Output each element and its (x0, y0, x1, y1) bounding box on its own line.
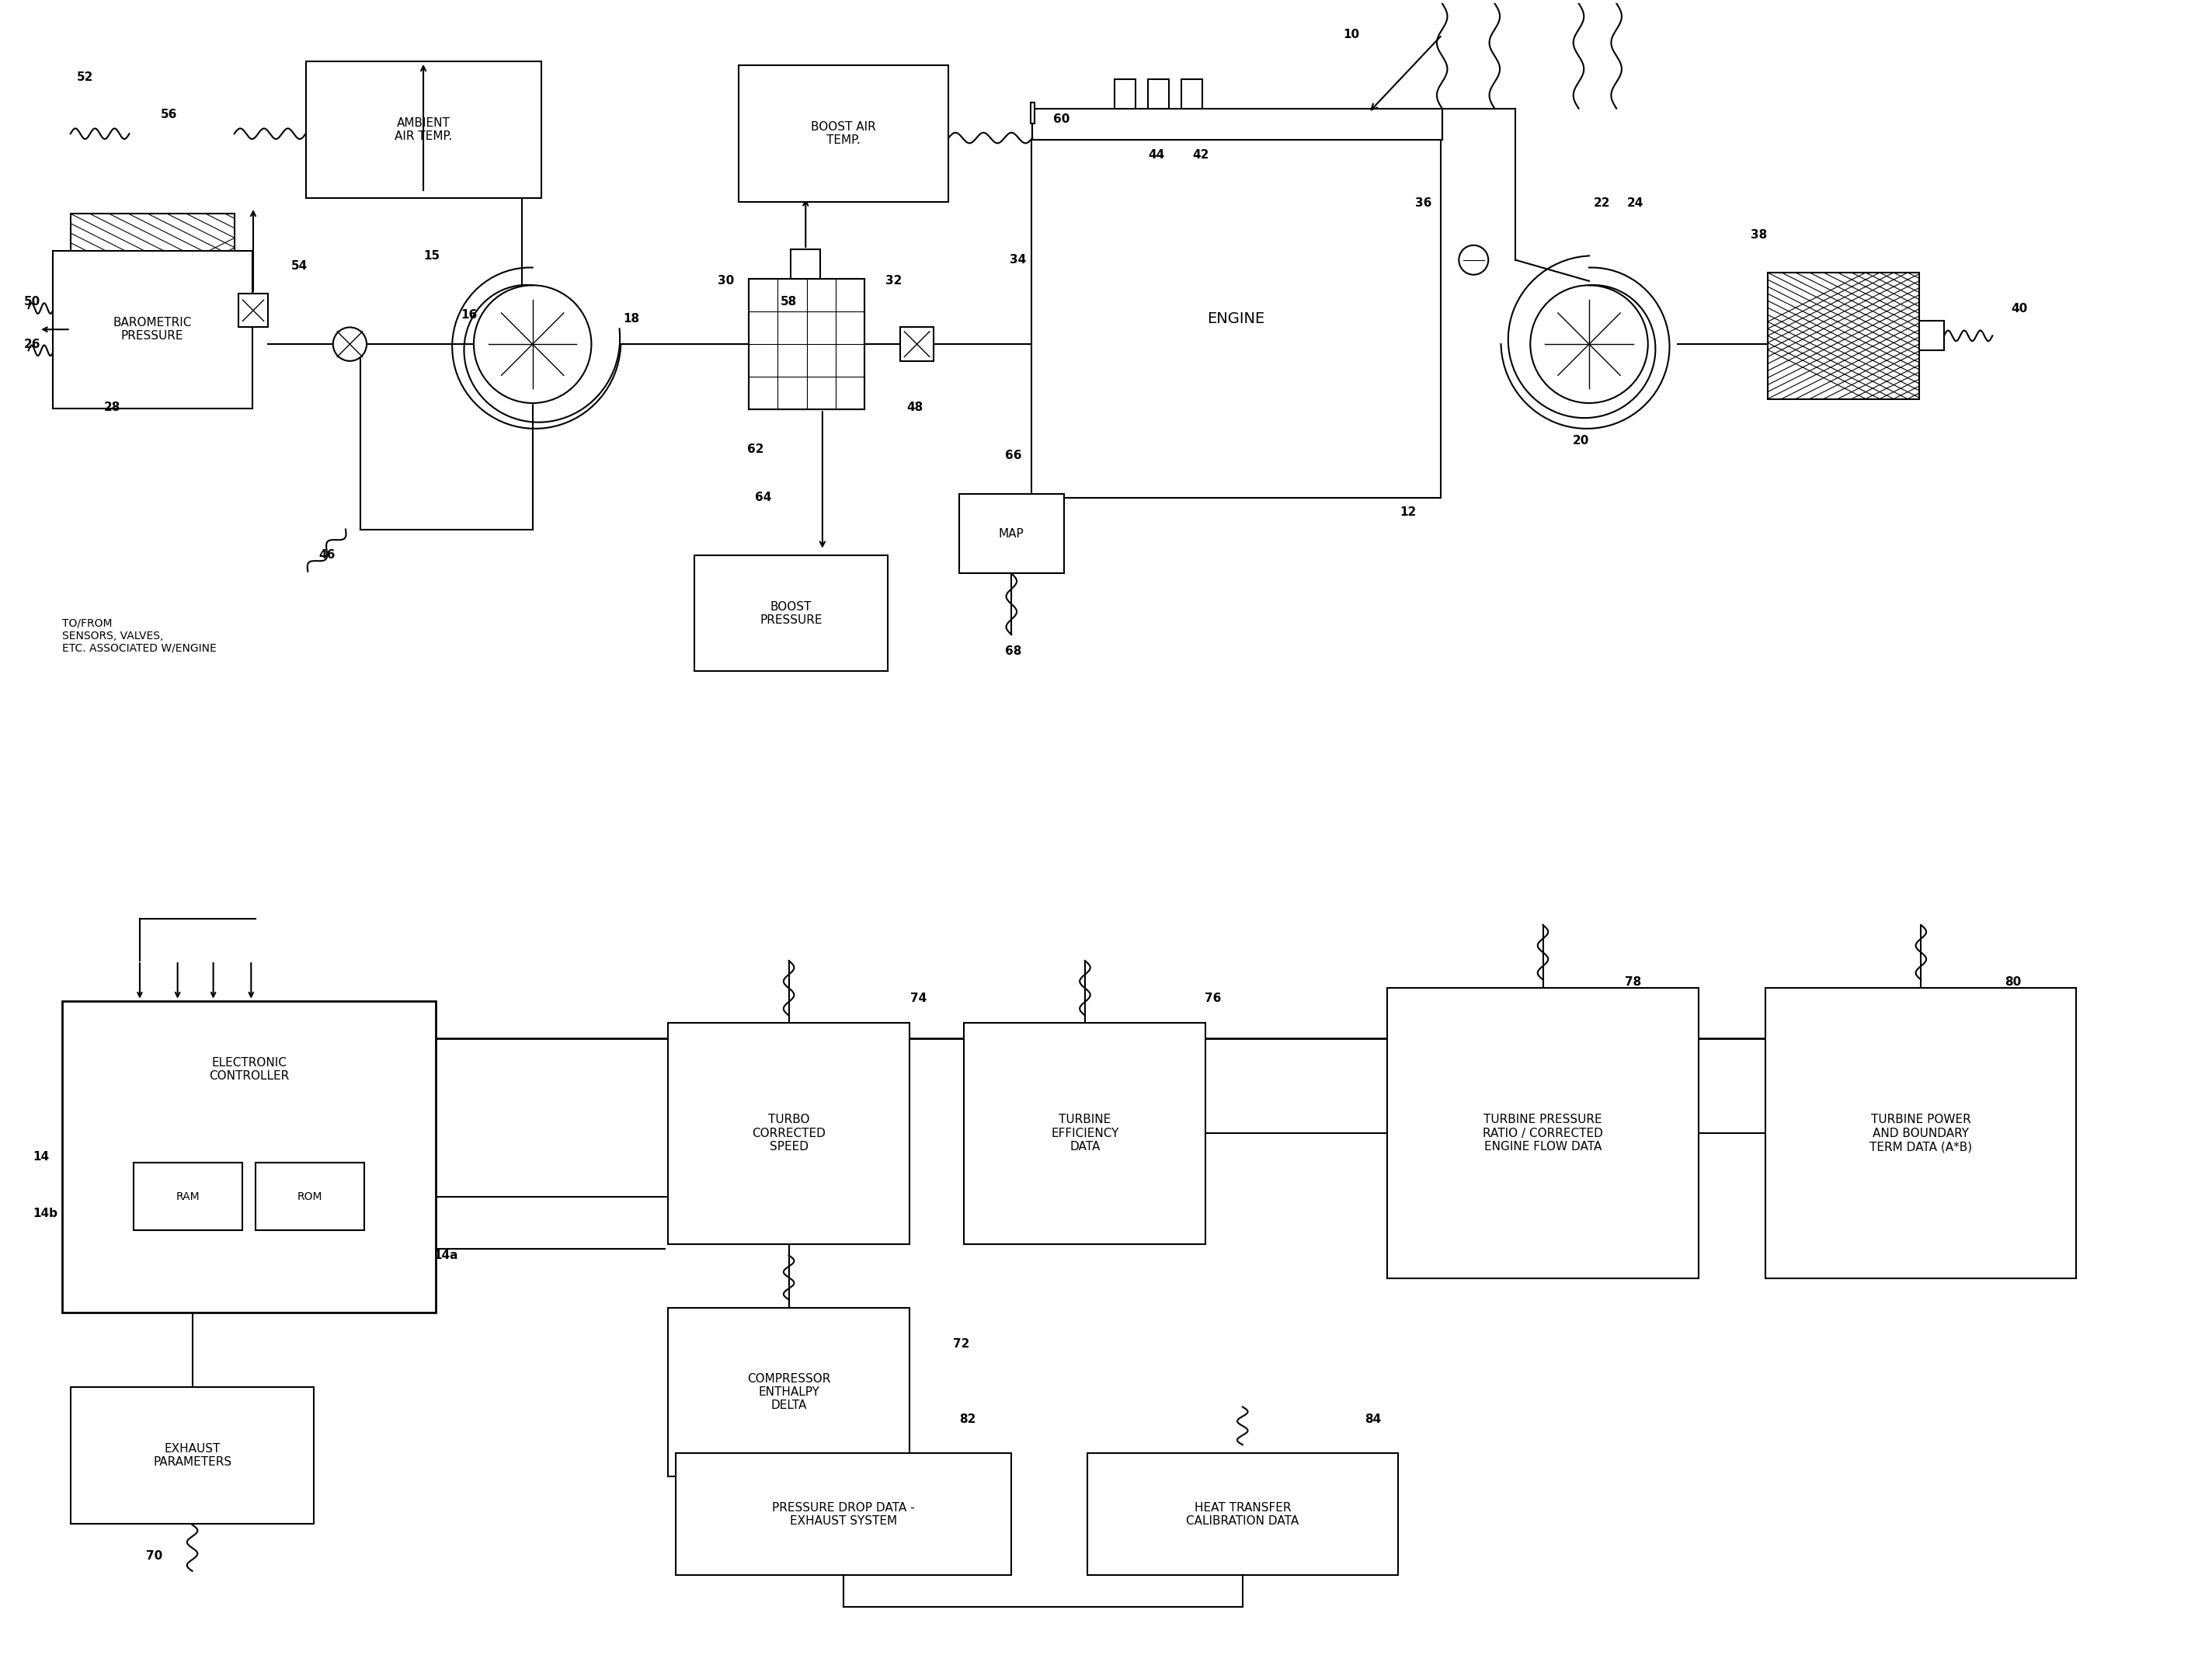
Bar (1181, 78, 1203, 108)
Text: COMPRESSOR
ENTHALPY
DELTA: COMPRESSOR ENTHALPY DELTA (748, 1374, 830, 1412)
Text: 66: 66 (1004, 451, 1022, 462)
Bar (254, 1163, 365, 1230)
Bar (1031, 140, 1440, 497)
Bar (133, 1163, 243, 1230)
Text: HEAT TRANSFER
CALIBRATION DATA: HEAT TRANSFER CALIBRATION DATA (1186, 1502, 1298, 1527)
Text: 10: 10 (1343, 28, 1360, 40)
Bar (675, 1454, 1011, 1576)
Text: BOOST
PRESSURE: BOOST PRESSURE (759, 601, 823, 626)
Bar (239, 294, 268, 327)
Text: 74: 74 (911, 993, 927, 1005)
Text: 12: 12 (1400, 507, 1416, 519)
Bar (1148, 78, 1168, 108)
Text: TURBINE POWER
AND BOUNDARY
TERM DATA (A*B): TURBINE POWER AND BOUNDARY TERM DATA (A*… (1869, 1113, 1973, 1153)
Circle shape (1460, 245, 1489, 275)
Circle shape (334, 327, 367, 361)
Text: 56: 56 (161, 108, 177, 120)
Bar (1387, 988, 1699, 1278)
Text: BOOST AIR
TEMP.: BOOST AIR TEMP. (812, 122, 876, 147)
Text: 26: 26 (24, 339, 42, 350)
Bar (62, 1001, 436, 1312)
Bar (668, 1308, 909, 1477)
Text: TO/FROM
SENSORS, VALVES,
ETC. ASSOCIATED W/ENGINE: TO/FROM SENSORS, VALVES, ETC. ASSOCIATED… (62, 618, 217, 654)
Circle shape (1531, 285, 1648, 404)
Bar (695, 556, 887, 671)
Bar (960, 494, 1064, 574)
Bar (1086, 1454, 1398, 1576)
Bar (305, 62, 542, 199)
Text: 62: 62 (748, 444, 763, 456)
Text: 30: 30 (717, 275, 734, 287)
Bar (53, 250, 252, 409)
Text: TURBO
CORRECTED
SPEED: TURBO CORRECTED SPEED (752, 1113, 825, 1153)
Bar (1918, 320, 1944, 350)
Text: 78: 78 (1626, 976, 1641, 988)
Text: 64: 64 (754, 492, 772, 504)
Text: 15: 15 (422, 250, 440, 262)
Bar (900, 327, 933, 361)
Text: BAROMETRIC
PRESSURE: BAROMETRIC PRESSURE (113, 317, 192, 342)
Text: TURBINE PRESSURE
RATIO / CORRECTED
ENGINE FLOW DATA: TURBINE PRESSURE RATIO / CORRECTED ENGIN… (1482, 1113, 1604, 1153)
Text: 54: 54 (292, 260, 307, 272)
Text: 80: 80 (2004, 976, 2022, 988)
Text: 50: 50 (24, 295, 40, 307)
Text: 14b: 14b (33, 1207, 58, 1218)
Text: 16: 16 (460, 309, 478, 320)
Text: 60: 60 (1053, 113, 1071, 125)
Text: 84: 84 (1365, 1414, 1380, 1425)
Bar (1031, 102, 1035, 124)
Bar (1115, 78, 1135, 108)
Text: 76: 76 (1206, 993, 1221, 1005)
Text: 28: 28 (104, 402, 122, 414)
Text: MAP: MAP (1000, 527, 1024, 539)
Text: EXHAUST
PARAMETERS: EXHAUST PARAMETERS (153, 1442, 232, 1469)
Text: 68: 68 (1004, 646, 1022, 658)
Text: 42: 42 (1192, 149, 1208, 160)
Text: 58: 58 (781, 295, 796, 307)
Bar (71, 214, 234, 407)
Text: 46: 46 (319, 549, 334, 561)
Text: 82: 82 (960, 1414, 975, 1425)
Text: 14: 14 (33, 1150, 49, 1162)
Text: ENGINE: ENGINE (1208, 312, 1265, 325)
Text: 14a: 14a (434, 1250, 458, 1262)
Text: 40: 40 (2011, 302, 2028, 314)
Bar (1765, 988, 2077, 1278)
Text: 70: 70 (146, 1551, 161, 1562)
Text: ROM: ROM (296, 1192, 323, 1202)
Text: 32: 32 (885, 275, 902, 287)
Text: 18: 18 (624, 314, 639, 325)
Text: 34: 34 (1009, 254, 1026, 265)
Text: TURBINE
EFFICIENCY
DATA: TURBINE EFFICIENCY DATA (1051, 1113, 1119, 1153)
Text: 72: 72 (953, 1339, 969, 1350)
Text: 24: 24 (1626, 197, 1644, 209)
Text: 38: 38 (1752, 229, 1767, 240)
Text: 22: 22 (1593, 197, 1610, 209)
Text: 20: 20 (1573, 436, 1588, 447)
Text: ELECTRONIC
CONTROLLER: ELECTRONIC CONTROLLER (208, 1056, 290, 1082)
Text: AMBIENT
AIR TEMP.: AMBIENT AIR TEMP. (394, 117, 451, 142)
Bar (964, 1023, 1206, 1243)
Bar (750, 279, 865, 409)
Text: PRESSURE DROP DATA -
EXHAUST SYSTEM: PRESSURE DROP DATA - EXHAUST SYSTEM (772, 1502, 916, 1527)
Text: 44: 44 (1148, 149, 1164, 160)
Text: 52: 52 (77, 72, 93, 83)
Bar (792, 249, 821, 279)
Bar (71, 1387, 314, 1524)
Bar (668, 1023, 909, 1243)
Bar (739, 65, 949, 202)
Circle shape (473, 285, 591, 404)
Text: RAM: RAM (177, 1192, 199, 1202)
Text: 48: 48 (907, 402, 922, 414)
Bar (1767, 272, 1918, 399)
Text: 36: 36 (1416, 197, 1431, 209)
